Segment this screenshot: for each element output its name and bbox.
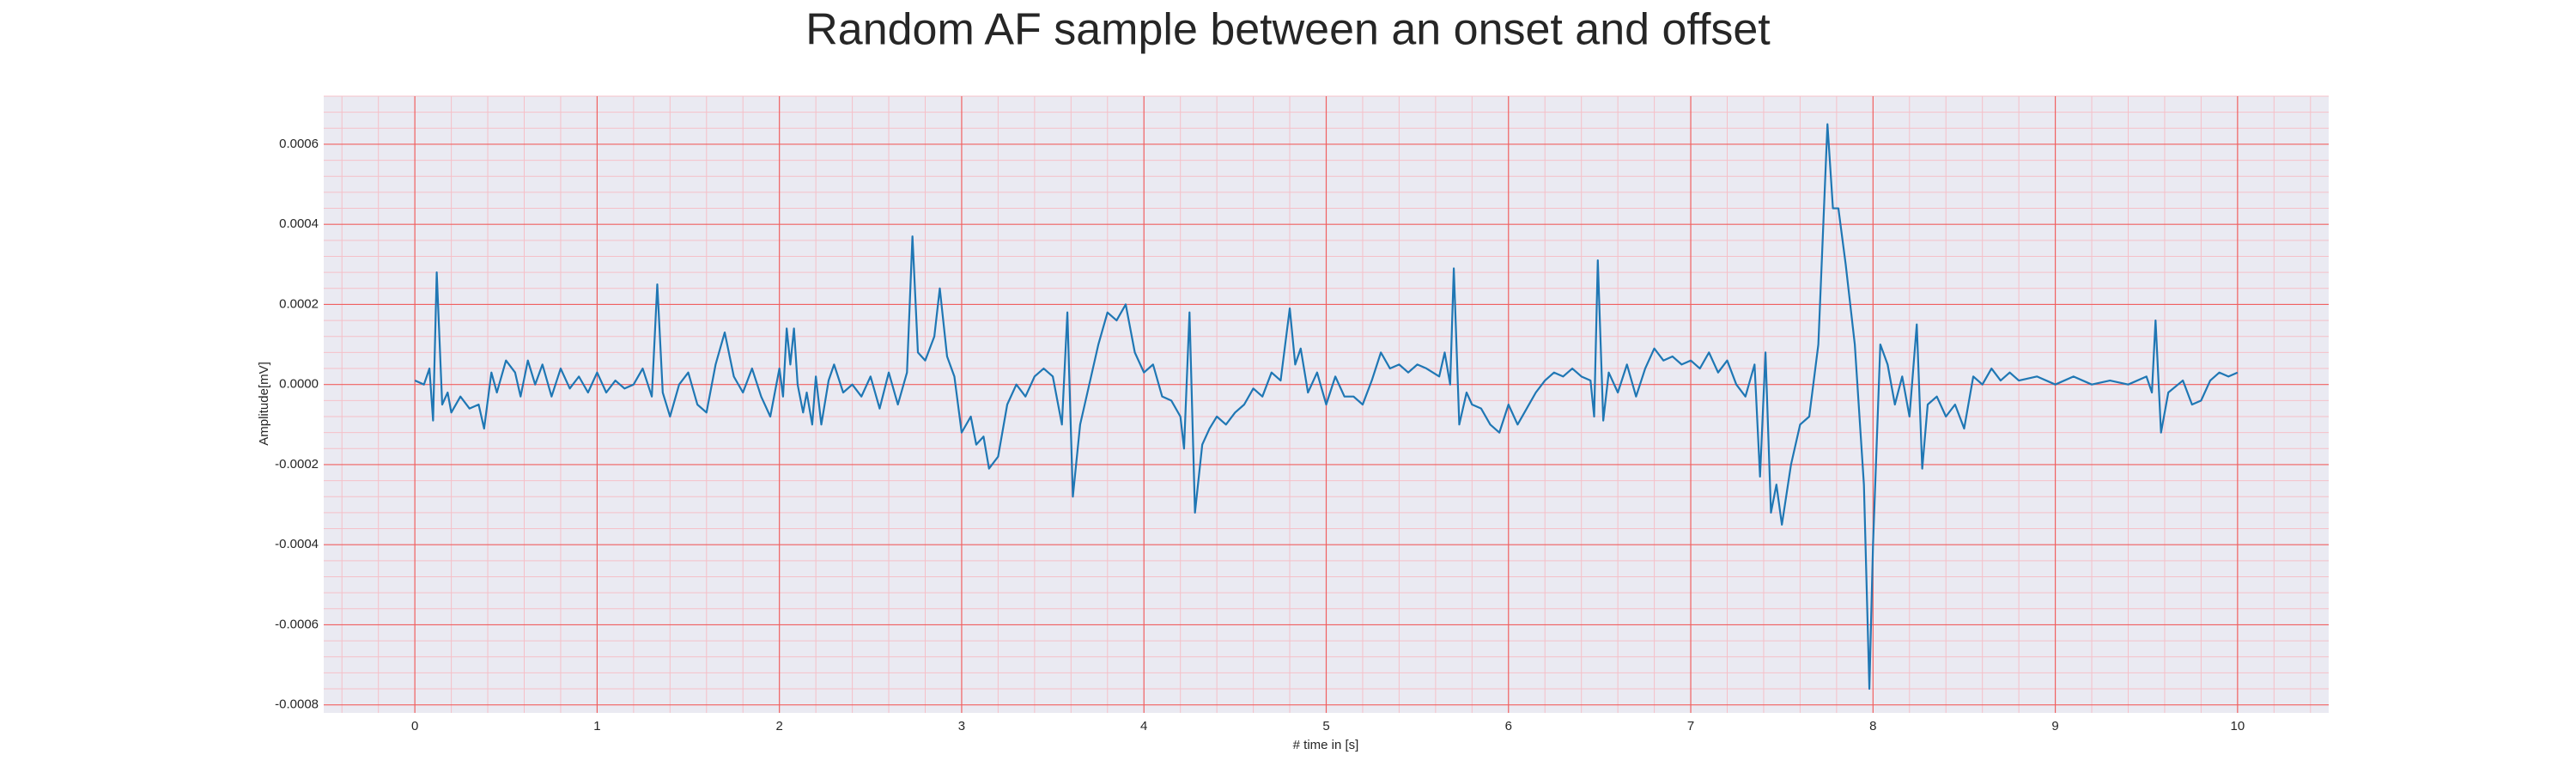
y-tick-label: 0.0004 bbox=[279, 216, 319, 231]
y-tick-label: -0.0002 bbox=[275, 457, 319, 472]
x-tick-label: 7 bbox=[1687, 719, 1694, 733]
y-tick-label: -0.0008 bbox=[275, 697, 319, 712]
y-tick-label: -0.0006 bbox=[275, 617, 319, 631]
x-axis-label: # time in [s] bbox=[1293, 738, 1359, 752]
x-tick-label: 9 bbox=[2051, 719, 2058, 733]
x-tick-label: 6 bbox=[1505, 719, 1512, 733]
y-tick-label: -0.0004 bbox=[275, 537, 319, 551]
x-tick-label: 0 bbox=[411, 719, 418, 733]
chart-title: Random AF sample between an onset and of… bbox=[805, 5, 1771, 55]
x-tick-label: 5 bbox=[1322, 719, 1329, 733]
x-tick-label: 4 bbox=[1140, 719, 1147, 733]
x-tick-label: 1 bbox=[593, 719, 600, 733]
line bbox=[414, 123, 2239, 691]
y-axis-label: Amplitude[mV] bbox=[257, 362, 271, 446]
x-tick-label: 2 bbox=[776, 719, 783, 733]
x-tick-label: 10 bbox=[2231, 719, 2245, 733]
y-tick-label: 0.0002 bbox=[279, 296, 319, 311]
x-tick-label: 8 bbox=[1869, 719, 1876, 733]
x-tick-label: 3 bbox=[958, 719, 965, 733]
y-tick-label: 0.0000 bbox=[279, 377, 319, 392]
marks bbox=[414, 123, 2239, 691]
y-tick-label: 0.0006 bbox=[279, 137, 319, 151]
